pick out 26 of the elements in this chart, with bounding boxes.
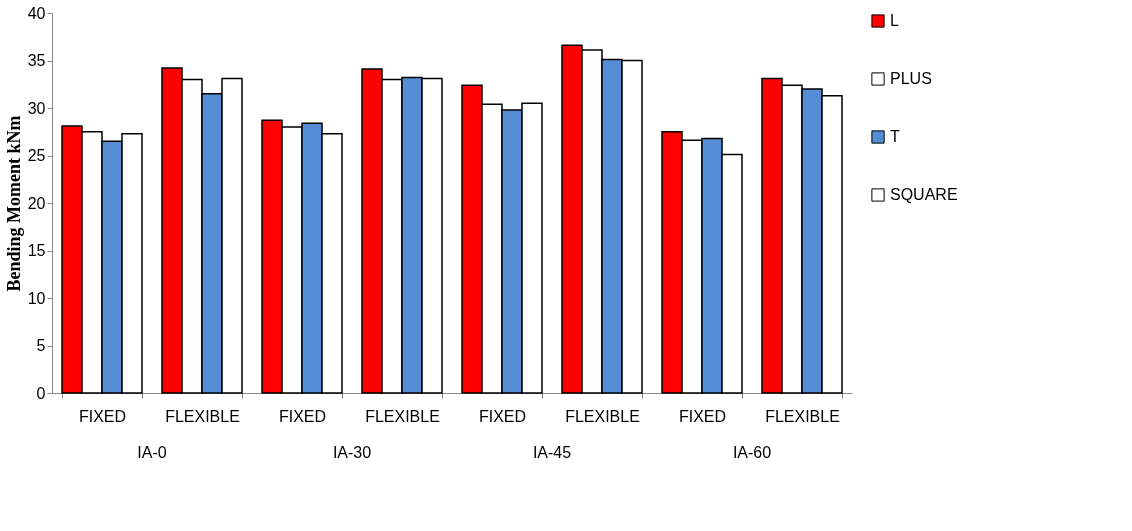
y-tick-label: 15 [27, 242, 46, 259]
y-tick-label: 10 [27, 289, 46, 307]
y-tick-label: 35 [27, 52, 46, 69]
y-tick-label: 20 [27, 194, 46, 212]
x-tick-label: FLEXIBLE [565, 407, 640, 425]
legend-label: L [890, 12, 899, 29]
x-tick-label: FIXED [478, 407, 527, 425]
text: IA-0 [137, 444, 167, 461]
x-tick-label: FIXED [78, 407, 127, 425]
legend-label: PLUS [890, 70, 932, 87]
x-tick-label: FLEXIBLE [165, 407, 240, 425]
y-axis-title: Bending Moment kNm [3, 115, 24, 292]
y-tick-label: 40 [27, 4, 46, 22]
x-tick-label: FLEXIBLE [365, 407, 440, 425]
x-tick-label: FIXED [278, 407, 327, 425]
x-tick-label: FIXED [678, 407, 727, 425]
y-tick-label: 0 [36, 384, 46, 402]
y-tick-label: 25 [27, 147, 46, 164]
text: IA-30 [332, 444, 372, 461]
text: IA-60 [732, 444, 772, 461]
text: IA-45 [532, 444, 572, 461]
y-tick-label: 30 [27, 99, 46, 117]
x-tick-label: FLEXIBLE [765, 407, 840, 425]
legend-label: SQUARE [890, 186, 958, 203]
legend-label: T [890, 128, 900, 145]
y-tick-label: 5 [36, 337, 46, 354]
